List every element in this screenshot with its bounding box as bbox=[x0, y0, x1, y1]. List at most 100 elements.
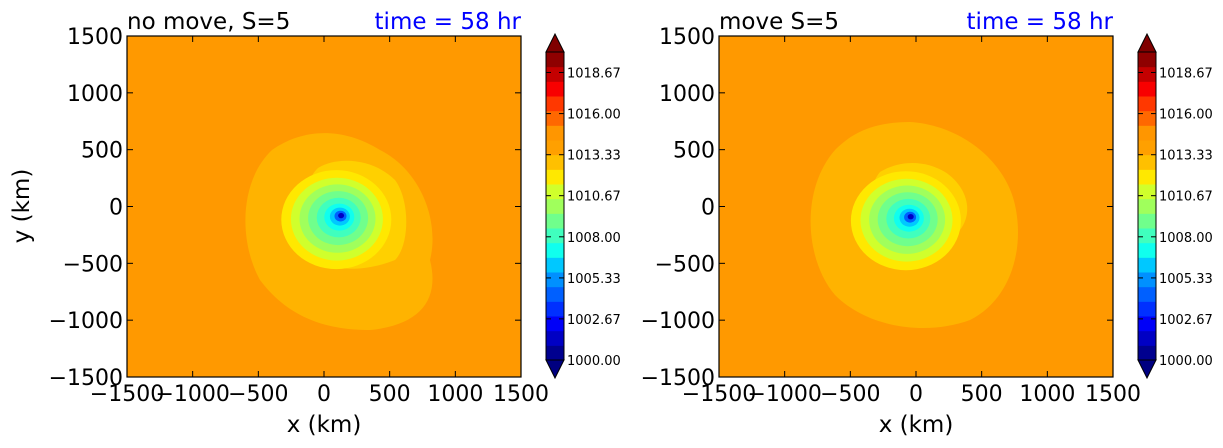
x-tick-label: −500 bbox=[228, 382, 288, 407]
x-ticks: −1500−1000−500 0 500 1000 1500 bbox=[90, 36, 549, 407]
colorbar-extend-min bbox=[545, 359, 565, 380]
y-tick-label: 0 bbox=[109, 196, 123, 221]
panel-move: move S=5 time = 58 hr −1500−1000−500 0 500… bbox=[641, 9, 1213, 438]
colorbar-segment bbox=[1138, 213, 1156, 229]
x-tick-label: 500 bbox=[961, 382, 1003, 407]
x-tick-label: 500 bbox=[369, 382, 411, 407]
colorbar-tick-label: 1002.67 bbox=[1159, 313, 1213, 328]
y-ticks: 1500 1000 500 0 −500 −1000 −1500 bbox=[641, 25, 1113, 391]
colorbar-segment bbox=[1138, 96, 1156, 112]
colorbar-segment bbox=[546, 301, 564, 317]
x-tick-label: −1500 bbox=[682, 382, 756, 407]
colorbar-segment bbox=[546, 228, 564, 244]
colorbar-tick-label: 1016.00 bbox=[1159, 108, 1213, 123]
x-tick-label: 0 bbox=[317, 382, 331, 407]
colorbar-tick-label: 1018.67 bbox=[567, 66, 621, 81]
colorbar-segment bbox=[546, 184, 564, 200]
colorbar-segment bbox=[546, 316, 564, 332]
colorbar-extend-max bbox=[545, 32, 565, 53]
y-tick-label: 500 bbox=[81, 139, 123, 164]
x-tick-label: 1500 bbox=[1085, 382, 1141, 407]
colorbar-segment bbox=[546, 286, 564, 302]
x-tick-label: −500 bbox=[820, 382, 880, 407]
x-ticks: −1500−1000−500 0 500 1000 1500 bbox=[682, 36, 1141, 407]
colorbar-frame bbox=[1137, 51, 1157, 361]
colorbar-segment bbox=[1138, 154, 1156, 170]
colorbar-tick-label: 1008.00 bbox=[1159, 231, 1213, 246]
colorbar-segment bbox=[546, 66, 564, 82]
colorbar-tick-label: 1016.00 bbox=[567, 108, 621, 123]
colorbar-segment bbox=[546, 198, 564, 214]
colorbar-tick-label: 1010.67 bbox=[567, 190, 621, 205]
colorbar-segment bbox=[1138, 330, 1156, 346]
colorbar-tick-label: 1000.00 bbox=[567, 354, 621, 369]
colorbar-segment bbox=[1138, 301, 1156, 317]
x-axis-label: x (km) bbox=[287, 412, 362, 438]
colorbar-segment bbox=[546, 272, 564, 288]
y-tick-label: 1500 bbox=[659, 25, 715, 50]
panel-title: no move, S=5 bbox=[127, 9, 290, 35]
y-tick-label: −500 bbox=[63, 252, 123, 277]
y-tick-label: 0 bbox=[701, 196, 715, 221]
colorbar-extend-min bbox=[1137, 359, 1157, 380]
colorbar-segment bbox=[1138, 257, 1156, 273]
colorbar-segment bbox=[546, 140, 564, 156]
x-tick-label: −1000 bbox=[155, 382, 229, 407]
colorbar-segment bbox=[1138, 66, 1156, 82]
colorbar-tick-label: 1013.33 bbox=[567, 149, 621, 164]
colorbar-tick-label: 1018.67 bbox=[1159, 66, 1213, 81]
colorbar-segment bbox=[1138, 52, 1156, 68]
colorbar-segment bbox=[546, 154, 564, 170]
x-tick-label: −1500 bbox=[90, 382, 164, 407]
contour-field bbox=[127, 36, 521, 377]
y-tick-label: 1500 bbox=[67, 25, 123, 50]
colorbar-tick-label: 1005.33 bbox=[567, 272, 621, 287]
colorbar-segment bbox=[546, 330, 564, 346]
colorbar-segment bbox=[546, 242, 564, 258]
colorbar-segment bbox=[546, 52, 564, 68]
colorbar-segment bbox=[1138, 169, 1156, 185]
colorbar-segment bbox=[1138, 198, 1156, 214]
colorbar-segment bbox=[1138, 272, 1156, 288]
y-tick-label: 500 bbox=[673, 139, 715, 164]
y-tick-label: −1500 bbox=[49, 366, 123, 391]
colorbar-segment bbox=[1138, 316, 1156, 332]
colorbar-segment bbox=[546, 110, 564, 126]
pressure-contour bbox=[338, 212, 345, 219]
colorbar-tick-label: 1002.67 bbox=[567, 313, 621, 328]
colorbar-tick-label: 1005.33 bbox=[1159, 272, 1213, 287]
y-tick-label: −1000 bbox=[49, 309, 123, 334]
colorbar-segment bbox=[1138, 242, 1156, 258]
y-axis-label: y (km) bbox=[9, 169, 35, 244]
panel-title: move S=5 bbox=[719, 9, 839, 35]
colorbar-segment bbox=[546, 345, 564, 361]
colorbar-segment bbox=[1138, 228, 1156, 244]
colorbar-segment bbox=[1138, 110, 1156, 126]
colorbar-tick-label: 1008.00 bbox=[567, 231, 621, 246]
colorbar-segment bbox=[1138, 286, 1156, 302]
panel-no-move: no move, S=5 time = 58 hr −1500−1000−500… bbox=[9, 9, 621, 438]
colorbar-segment bbox=[1138, 140, 1156, 156]
x-axis-label: x (km) bbox=[879, 412, 954, 438]
x-tick-label: 1000 bbox=[427, 382, 483, 407]
colorbar-tick-label: 1010.67 bbox=[1159, 190, 1213, 205]
colorbar-segment bbox=[1138, 125, 1156, 141]
y-ticks: 1500 1000 500 0 −500 −1000 −1500 bbox=[49, 25, 521, 391]
colorbar-frame bbox=[545, 51, 565, 361]
time-label: time = 58 hr bbox=[375, 9, 522, 35]
y-tick-label: 1000 bbox=[67, 82, 123, 107]
y-tick-label: −1000 bbox=[641, 309, 715, 334]
colorbar-segment bbox=[1138, 184, 1156, 200]
x-tick-label: 1500 bbox=[493, 382, 549, 407]
colorbar-tick-label: 1000.00 bbox=[1159, 354, 1213, 369]
colorbar: 1018.67 1016.00 1013.33 1010.67 1008.00 1005.… bbox=[1137, 32, 1213, 380]
colorbar: 1018.67 1016.00 1013.33 1010.67 1008.00 1005.… bbox=[545, 32, 621, 380]
colorbar-extend-max bbox=[1137, 32, 1157, 53]
colorbar-segment bbox=[546, 213, 564, 229]
colorbar-segment bbox=[546, 257, 564, 273]
y-tick-label: 1000 bbox=[659, 82, 715, 107]
x-tick-label: 1000 bbox=[1019, 382, 1075, 407]
colorbar-tick-label: 1013.33 bbox=[1159, 149, 1213, 164]
y-tick-label: −500 bbox=[655, 252, 715, 277]
